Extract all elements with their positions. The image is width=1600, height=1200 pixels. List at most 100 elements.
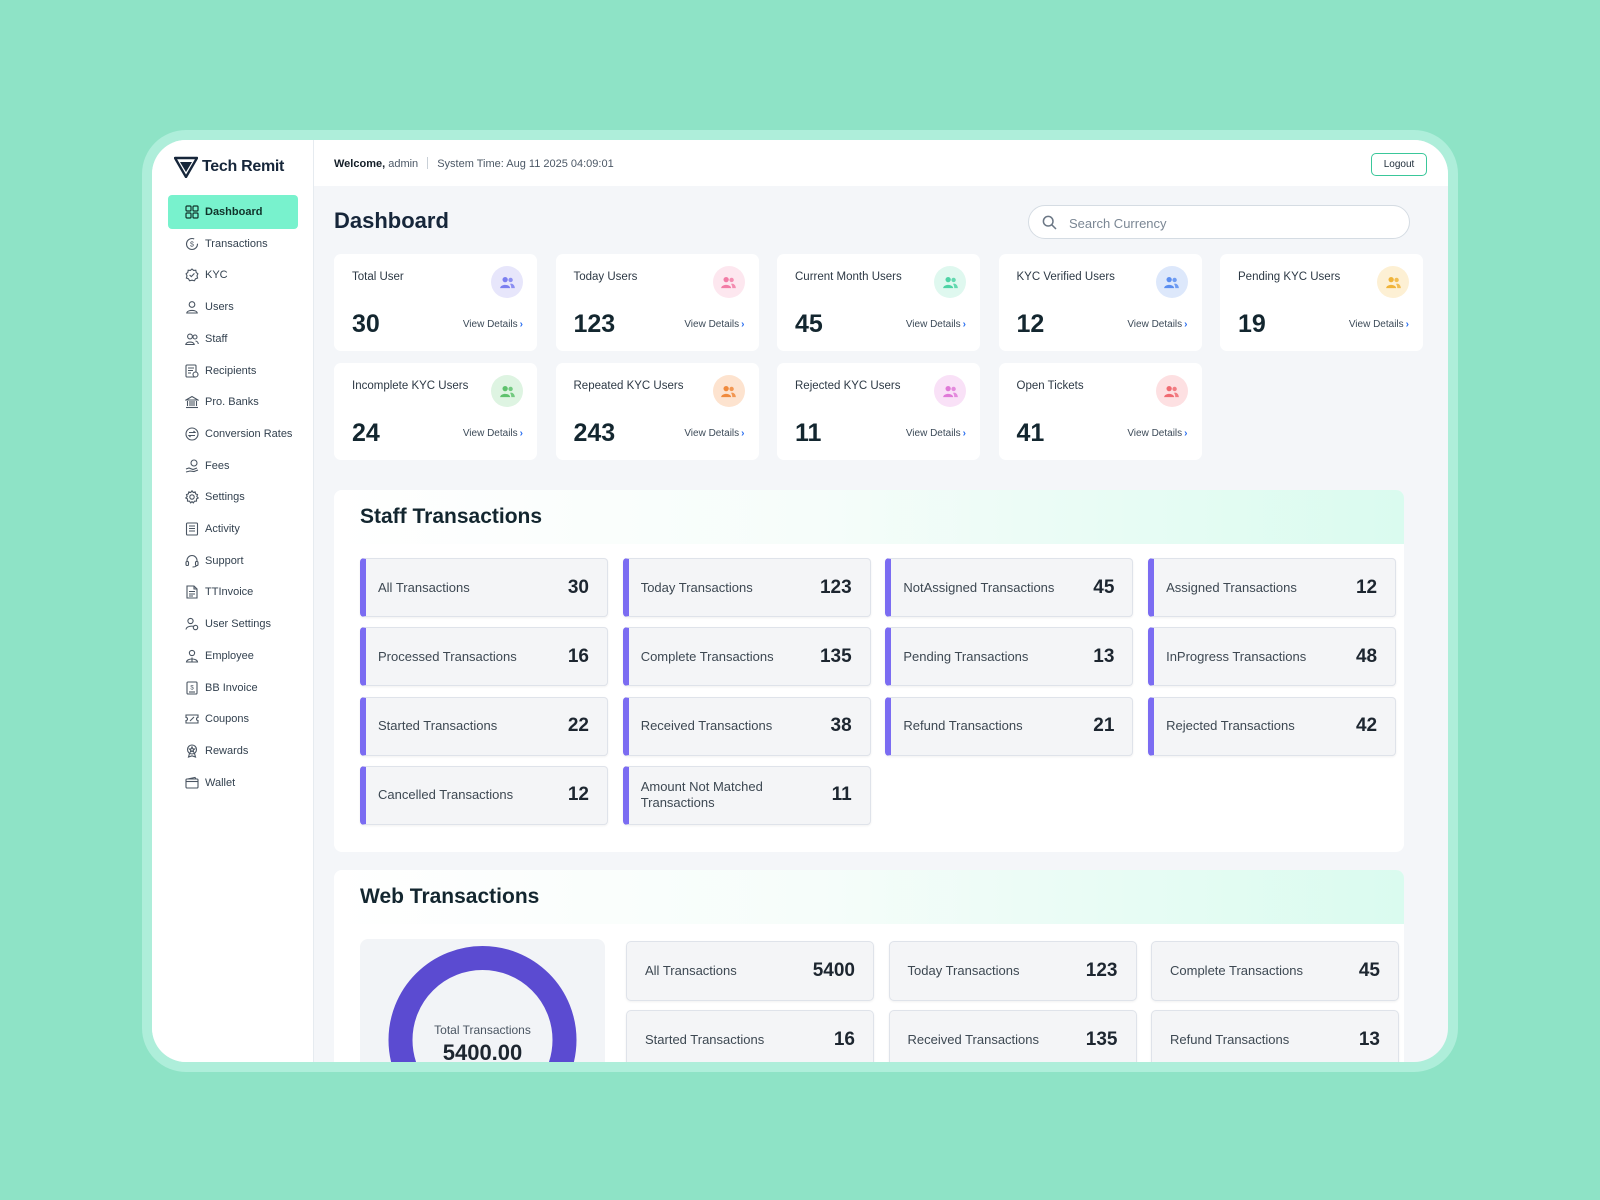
sidebar-item-wallet[interactable]: Wallet (168, 766, 298, 800)
transaction-card[interactable]: Received Transactions 135 (888, 1010, 1137, 1062)
view-details-link[interactable]: View Details › (463, 428, 523, 439)
transaction-card[interactable]: Started Transactions 22 (360, 696, 608, 756)
kyc-icon (185, 268, 199, 282)
transaction-count: 45 (1358, 960, 1380, 981)
sidebar-item-users[interactable]: Users (168, 290, 298, 324)
stat-value: 19 (1238, 310, 1266, 338)
users-icon (721, 385, 736, 397)
transaction-card[interactable]: NotAssigned Transactions 45 (885, 558, 1134, 617)
stat-card: Rejected KYC Users 11 View Details › (777, 363, 980, 460)
transaction-card[interactable]: Rejected Transactions 42 (1148, 696, 1397, 756)
transaction-count: 45 (1093, 576, 1115, 598)
transaction-card[interactable]: Refund Transactions 13 (1151, 1010, 1399, 1062)
logout-button[interactable]: Logout (1371, 153, 1427, 176)
stat-label: Current Month Users (795, 271, 902, 283)
view-details-link[interactable]: View Details › (906, 319, 966, 330)
view-details-label: View Details (905, 319, 961, 330)
staff-transactions-panel: Staff Transactions All Transactions 30 Tod… (334, 490, 1404, 852)
svg-text:$: $ (190, 241, 194, 248)
transaction-card[interactable]: Today Transactions 123 (622, 558, 871, 617)
view-details-link[interactable]: View Details › (1349, 319, 1409, 330)
stat-icon (491, 375, 523, 407)
view-details-link[interactable]: View Details › (684, 319, 744, 330)
transaction-card[interactable]: All Transactions 30 (360, 558, 608, 617)
sidebar-item-ttinvoice[interactable]: TTInvoice (168, 575, 298, 609)
sidebar-item-employee[interactable]: Employee (168, 639, 298, 673)
headset-icon (185, 554, 199, 568)
logo-icon (174, 156, 198, 178)
chevron-right-icon: › (1184, 428, 1188, 439)
view-details-link[interactable]: View Details › (684, 428, 744, 439)
view-details-label: View Details (462, 319, 518, 330)
view-details-link[interactable]: View Details › (1127, 428, 1187, 439)
transaction-card[interactable]: InProgress Transactions 48 (1148, 627, 1397, 687)
transaction-count: 22 (567, 715, 589, 737)
sidebar-item-conversion-rates[interactable]: Conversion Rates (168, 417, 298, 451)
transaction-card[interactable]: Started Transactions 16 (626, 1010, 874, 1062)
stat-icon (1155, 375, 1188, 407)
section-header: Web Transactions (334, 870, 1404, 924)
transaction-label: Cancelled Transactions (378, 787, 514, 803)
transaction-card[interactable]: Complete Transactions 45 (1151, 941, 1399, 1001)
stat-label: Repeated KYC Users (573, 380, 684, 392)
transaction-card[interactable]: Cancelled Transactions 12 (360, 765, 608, 825)
sidebar-item-settings[interactable]: Settings (168, 480, 298, 514)
sidebar-item-rewards[interactable]: Rewards (168, 734, 298, 768)
sidebar-item-bb-invoice[interactable]: $ BB Invoice (168, 671, 298, 705)
sidebar-item-user-settings[interactable]: User Settings (168, 607, 298, 641)
transaction-label: NotAssigned Transactions (903, 579, 1055, 595)
sidebar-item-staff[interactable]: Staff (168, 322, 298, 356)
chevron-right-icon: › (1184, 319, 1188, 330)
transaction-card[interactable]: Assigned Transactions 12 (1148, 558, 1397, 617)
sidebar-item-recipients[interactable]: Recipients (168, 354, 298, 388)
transaction-count: 12 (567, 784, 589, 806)
welcome-text: Welcome, admin System Time: Aug 11 2025 0… (334, 157, 614, 170)
view-details-link[interactable]: View Details › (463, 319, 523, 330)
sidebar-item-label: Support (205, 554, 244, 567)
fees-icon (185, 459, 199, 473)
divider (427, 157, 429, 169)
stat-card: Pending KYC Users 19 View Details › (1220, 254, 1423, 351)
stat-value: 11 (795, 419, 822, 447)
search-input[interactable] (1069, 212, 1389, 234)
chevron-right-icon: › (519, 428, 523, 439)
bb-invoice-icon: $ (186, 680, 198, 695)
logo[interactable]: Tech Remit (174, 156, 284, 178)
sidebar-item-label: BB Invoice (205, 681, 258, 694)
web-transactions-panel: Web Transactions Total Transactions 5400… (334, 870, 1404, 1062)
transaction-card[interactable]: Complete Transactions 135 (622, 627, 871, 687)
transaction-card[interactable]: Processed Transactions 16 (360, 627, 608, 687)
transaction-card[interactable]: Amount Not Matched Transactions 11 (622, 765, 871, 825)
sidebar-item-label: TTInvoice (205, 586, 254, 599)
sidebar-item-pro-banks[interactable]: Pro. Banks (168, 385, 298, 419)
sidebar-item-label: Users (205, 301, 234, 314)
transaction-card[interactable]: Today Transactions 123 (888, 941, 1137, 1001)
sidebar-item-fees[interactable]: Fees (168, 449, 298, 483)
view-details-label: View Details (1348, 319, 1404, 330)
sidebar-item-dashboard[interactable]: Dashboard (168, 195, 298, 229)
donut-chart: Total Transactions 5400.00 (360, 939, 605, 1062)
stat-value: 41 (1016, 419, 1045, 447)
transaction-label: Started Transactions (378, 718, 498, 734)
top-bar: Welcome, admin System Time: Aug 11 2025 0… (314, 140, 1448, 186)
search-box[interactable] (1028, 205, 1410, 239)
sidebar-item-activity[interactable]: Activity (168, 512, 298, 546)
conversion-icon (185, 427, 199, 441)
sidebar-item-coupons[interactable]: Coupons (168, 702, 298, 736)
user-icon (186, 301, 198, 314)
sidebar-item-label: Staff (205, 332, 228, 345)
sidebar-item-kyc[interactable]: KYC (168, 258, 298, 292)
transaction-count: 5400 (812, 960, 855, 981)
stat-value: 123 (573, 310, 616, 338)
transaction-card[interactable]: Pending Transactions 13 (885, 627, 1134, 687)
view-details-link[interactable]: View Details › (906, 428, 966, 439)
sidebar-item-label: KYC (205, 269, 228, 282)
employee-icon (185, 649, 199, 663)
sidebar-item-label: Rewards (205, 744, 249, 757)
sidebar-item-transactions[interactable]: $ Transactions (168, 227, 298, 261)
transaction-card[interactable]: All Transactions 5400 (626, 941, 874, 1001)
sidebar-item-support[interactable]: Support (168, 544, 298, 578)
transaction-card[interactable]: Received Transactions 38 (622, 696, 871, 756)
transaction-card[interactable]: Refund Transactions 21 (885, 696, 1134, 756)
view-details-link[interactable]: View Details › (1127, 319, 1187, 330)
